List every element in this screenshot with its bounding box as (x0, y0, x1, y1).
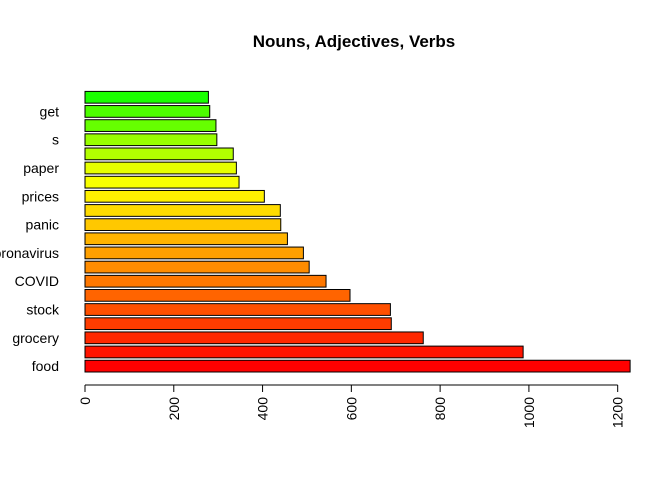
bar (84, 303, 391, 316)
bar (84, 147, 234, 161)
category-label: s (52, 132, 59, 148)
category-labels: food grocery stock COVID coronavirus panic pri… (0, 103, 60, 374)
bar (84, 175, 240, 189)
bar (84, 204, 281, 217)
bar (84, 317, 392, 331)
x-tick-label: 1200 (610, 397, 626, 428)
bar (84, 232, 288, 246)
chart-title: Nouns, Adjectives, Verbs (253, 32, 456, 51)
bar (84, 161, 237, 175)
x-tick-label: 600 (343, 397, 359, 421)
category-label: prices (22, 188, 59, 204)
bars-group (84, 90, 631, 373)
category-label: paper (23, 160, 59, 176)
category-label: COVID (15, 273, 59, 289)
x-tick-label: 400 (255, 397, 271, 421)
x-tick-label: 800 (432, 397, 448, 421)
x-tick-label: 200 (166, 397, 182, 421)
x-axis: 0 200 400 600 800 1000 1200 (77, 384, 626, 428)
category-label: food (32, 358, 59, 374)
bar (84, 289, 351, 302)
bar (84, 345, 524, 359)
bar (84, 90, 209, 104)
category-label: grocery (12, 330, 59, 346)
bar (84, 246, 304, 260)
bar (84, 189, 265, 203)
bar (84, 133, 218, 147)
category-label: stock (26, 302, 60, 318)
category-label: coronavirus (0, 245, 59, 261)
bar (84, 260, 310, 274)
bar (84, 274, 327, 288)
category-label: panic (26, 217, 59, 233)
bar (84, 105, 211, 118)
bar (84, 359, 631, 373)
category-label: get (40, 103, 60, 119)
bar (84, 119, 217, 132)
x-tick-label: 1000 (521, 397, 537, 428)
x-tick-label: 0 (77, 397, 93, 405)
bar (84, 331, 424, 345)
bar (84, 218, 282, 231)
